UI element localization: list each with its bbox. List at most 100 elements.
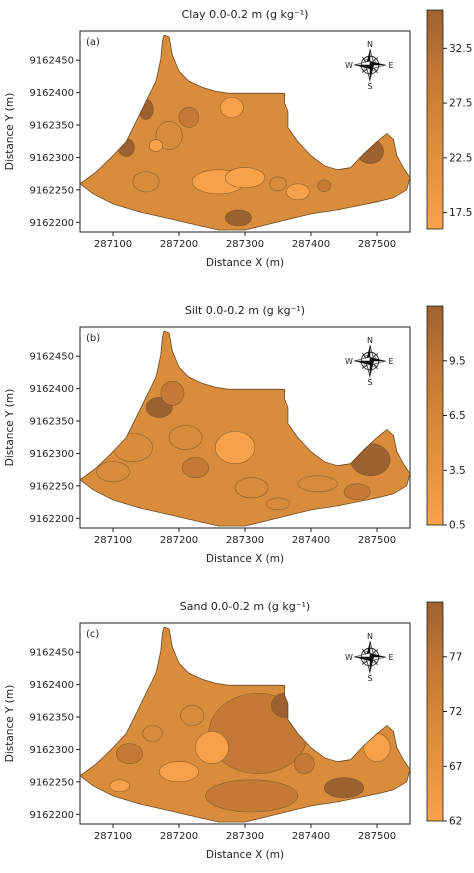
compass-north-label: N <box>367 336 373 345</box>
contour-zone <box>343 483 371 501</box>
y-tick-label: 9162300 <box>29 153 74 164</box>
y-tick-label: 9162200 <box>29 218 74 229</box>
colorbar-tick-label: 77 <box>449 651 462 663</box>
y-axis-label: Distance Y (m) <box>4 389 16 466</box>
compass-west-label: W <box>345 61 353 70</box>
x-tick-label: 287500 <box>358 831 396 842</box>
study-area <box>80 331 410 526</box>
x-tick-label: 287500 <box>358 239 396 250</box>
contour-zone <box>219 97 244 118</box>
contour-zone <box>132 171 160 193</box>
x-tick-label: 287200 <box>160 831 198 842</box>
compass-east-label: E <box>388 357 393 366</box>
y-tick-label: 9162350 <box>29 417 74 428</box>
compass-east-label: E <box>388 61 393 70</box>
x-tick-label: 287100 <box>94 535 132 546</box>
contour-zone <box>178 107 200 128</box>
contour-zone <box>269 176 287 192</box>
x-tick-label: 287400 <box>292 535 330 546</box>
compass-rose-icon: N S E W <box>345 632 393 683</box>
y-axis-label: Distance Y (m) <box>4 685 16 762</box>
compass-north-label: N <box>367 40 373 49</box>
y-tick-label: 9162400 <box>29 680 74 691</box>
y-tick-label: 9162300 <box>29 745 74 756</box>
contour-zone <box>148 139 163 152</box>
colorbar-tick-label: 27.5 <box>449 98 472 110</box>
study-area-outline <box>79 626 411 823</box>
compass-east-label: E <box>388 653 393 662</box>
study-area <box>80 35 410 230</box>
contour-zone <box>317 179 332 193</box>
compass-rose-icon: N S E W <box>345 336 393 387</box>
compass-north-label: N <box>367 632 373 641</box>
colorbar-tick-label: 22.5 <box>449 152 472 164</box>
y-tick-label: 9162250 <box>29 185 74 196</box>
contour-zone <box>195 731 229 765</box>
y-tick-label: 9162200 <box>29 810 74 821</box>
colorbar-tick-label: 0.5 <box>449 520 466 532</box>
y-tick-label: 9162300 <box>29 449 74 460</box>
contour-zone <box>266 497 290 511</box>
colorbar <box>426 305 444 526</box>
colorbar-tick-label: 9.5 <box>449 355 466 367</box>
compass-south-label: S <box>367 82 372 91</box>
study-area-outline <box>79 34 411 231</box>
contour-zone <box>224 167 266 189</box>
y-tick-label: 9162250 <box>29 481 74 492</box>
colorbar-tick-label: 67 <box>449 761 462 773</box>
study-area-outline <box>79 330 411 527</box>
chart-title: Sand 0.0-0.2 m (g kg⁻¹) <box>180 600 310 613</box>
panel-label: (c) <box>86 629 99 640</box>
study-area <box>80 627 410 822</box>
chart-title: Silt 0.0-0.2 m (g kg⁻¹) <box>185 304 305 317</box>
contour-zone <box>168 425 203 451</box>
y-axis-label: Distance Y (m) <box>4 93 16 170</box>
contour-zone <box>158 761 200 783</box>
y-tick-label: 9162450 <box>29 352 74 363</box>
x-tick-label: 287300 <box>226 831 264 842</box>
contour-zone <box>234 477 269 499</box>
contour-zone <box>109 779 130 793</box>
y-tick-label: 9162200 <box>29 514 74 525</box>
compass-south-label: S <box>367 674 372 683</box>
colorbar-tick-label: 3.5 <box>449 465 466 477</box>
x-tick-label: 287100 <box>94 239 132 250</box>
x-tick-label: 287400 <box>292 831 330 842</box>
contour-zone <box>116 743 144 765</box>
y-tick-label: 9162450 <box>29 648 74 659</box>
y-tick-label: 9162400 <box>29 384 74 395</box>
contour-zone <box>96 461 130 483</box>
contour-zone <box>224 209 252 227</box>
contour-zone <box>142 725 163 742</box>
x-tick-label: 287100 <box>94 831 132 842</box>
x-tick-label: 287400 <box>292 239 330 250</box>
map-panel-silt: Silt 0.0-0.2 m (g kg⁻¹) (b) 287100 287200 28… <box>4 304 466 565</box>
colorbar <box>426 9 444 230</box>
map-panel-sand: Sand 0.0-0.2 m (g kg⁻¹) (c) 287100 287200 28… <box>4 600 462 861</box>
y-tick-label: 9162250 <box>29 777 74 788</box>
x-tick-label: 287200 <box>160 239 198 250</box>
contour-zone <box>180 705 205 726</box>
x-tick-label: 287300 <box>226 535 264 546</box>
x-axis-label: Distance X (m) <box>206 553 284 565</box>
y-tick-label: 9162350 <box>29 121 74 132</box>
colorbar-tick-label: 6.5 <box>449 410 466 422</box>
compass-rose-icon: N S E W <box>345 40 393 91</box>
x-tick-label: 287500 <box>358 535 396 546</box>
chart-title: Clay 0.0-0.2 m (g kg⁻¹) <box>182 8 309 21</box>
compass-west-label: W <box>345 653 353 662</box>
x-tick-label: 287200 <box>160 535 198 546</box>
x-tick-label: 287300 <box>226 239 264 250</box>
contour-zone <box>285 183 310 201</box>
panel-label: (b) <box>86 333 100 344</box>
x-axis-label: Distance X (m) <box>206 849 284 861</box>
contour-zone <box>205 779 299 813</box>
compass-south-label: S <box>367 378 372 387</box>
contour-zone <box>297 475 338 493</box>
contour-zone <box>215 431 256 465</box>
compass-west-label: W <box>345 357 353 366</box>
contour-zone <box>155 121 183 150</box>
contour-zone <box>323 777 365 799</box>
colorbar-tick-label: 72 <box>449 706 462 718</box>
